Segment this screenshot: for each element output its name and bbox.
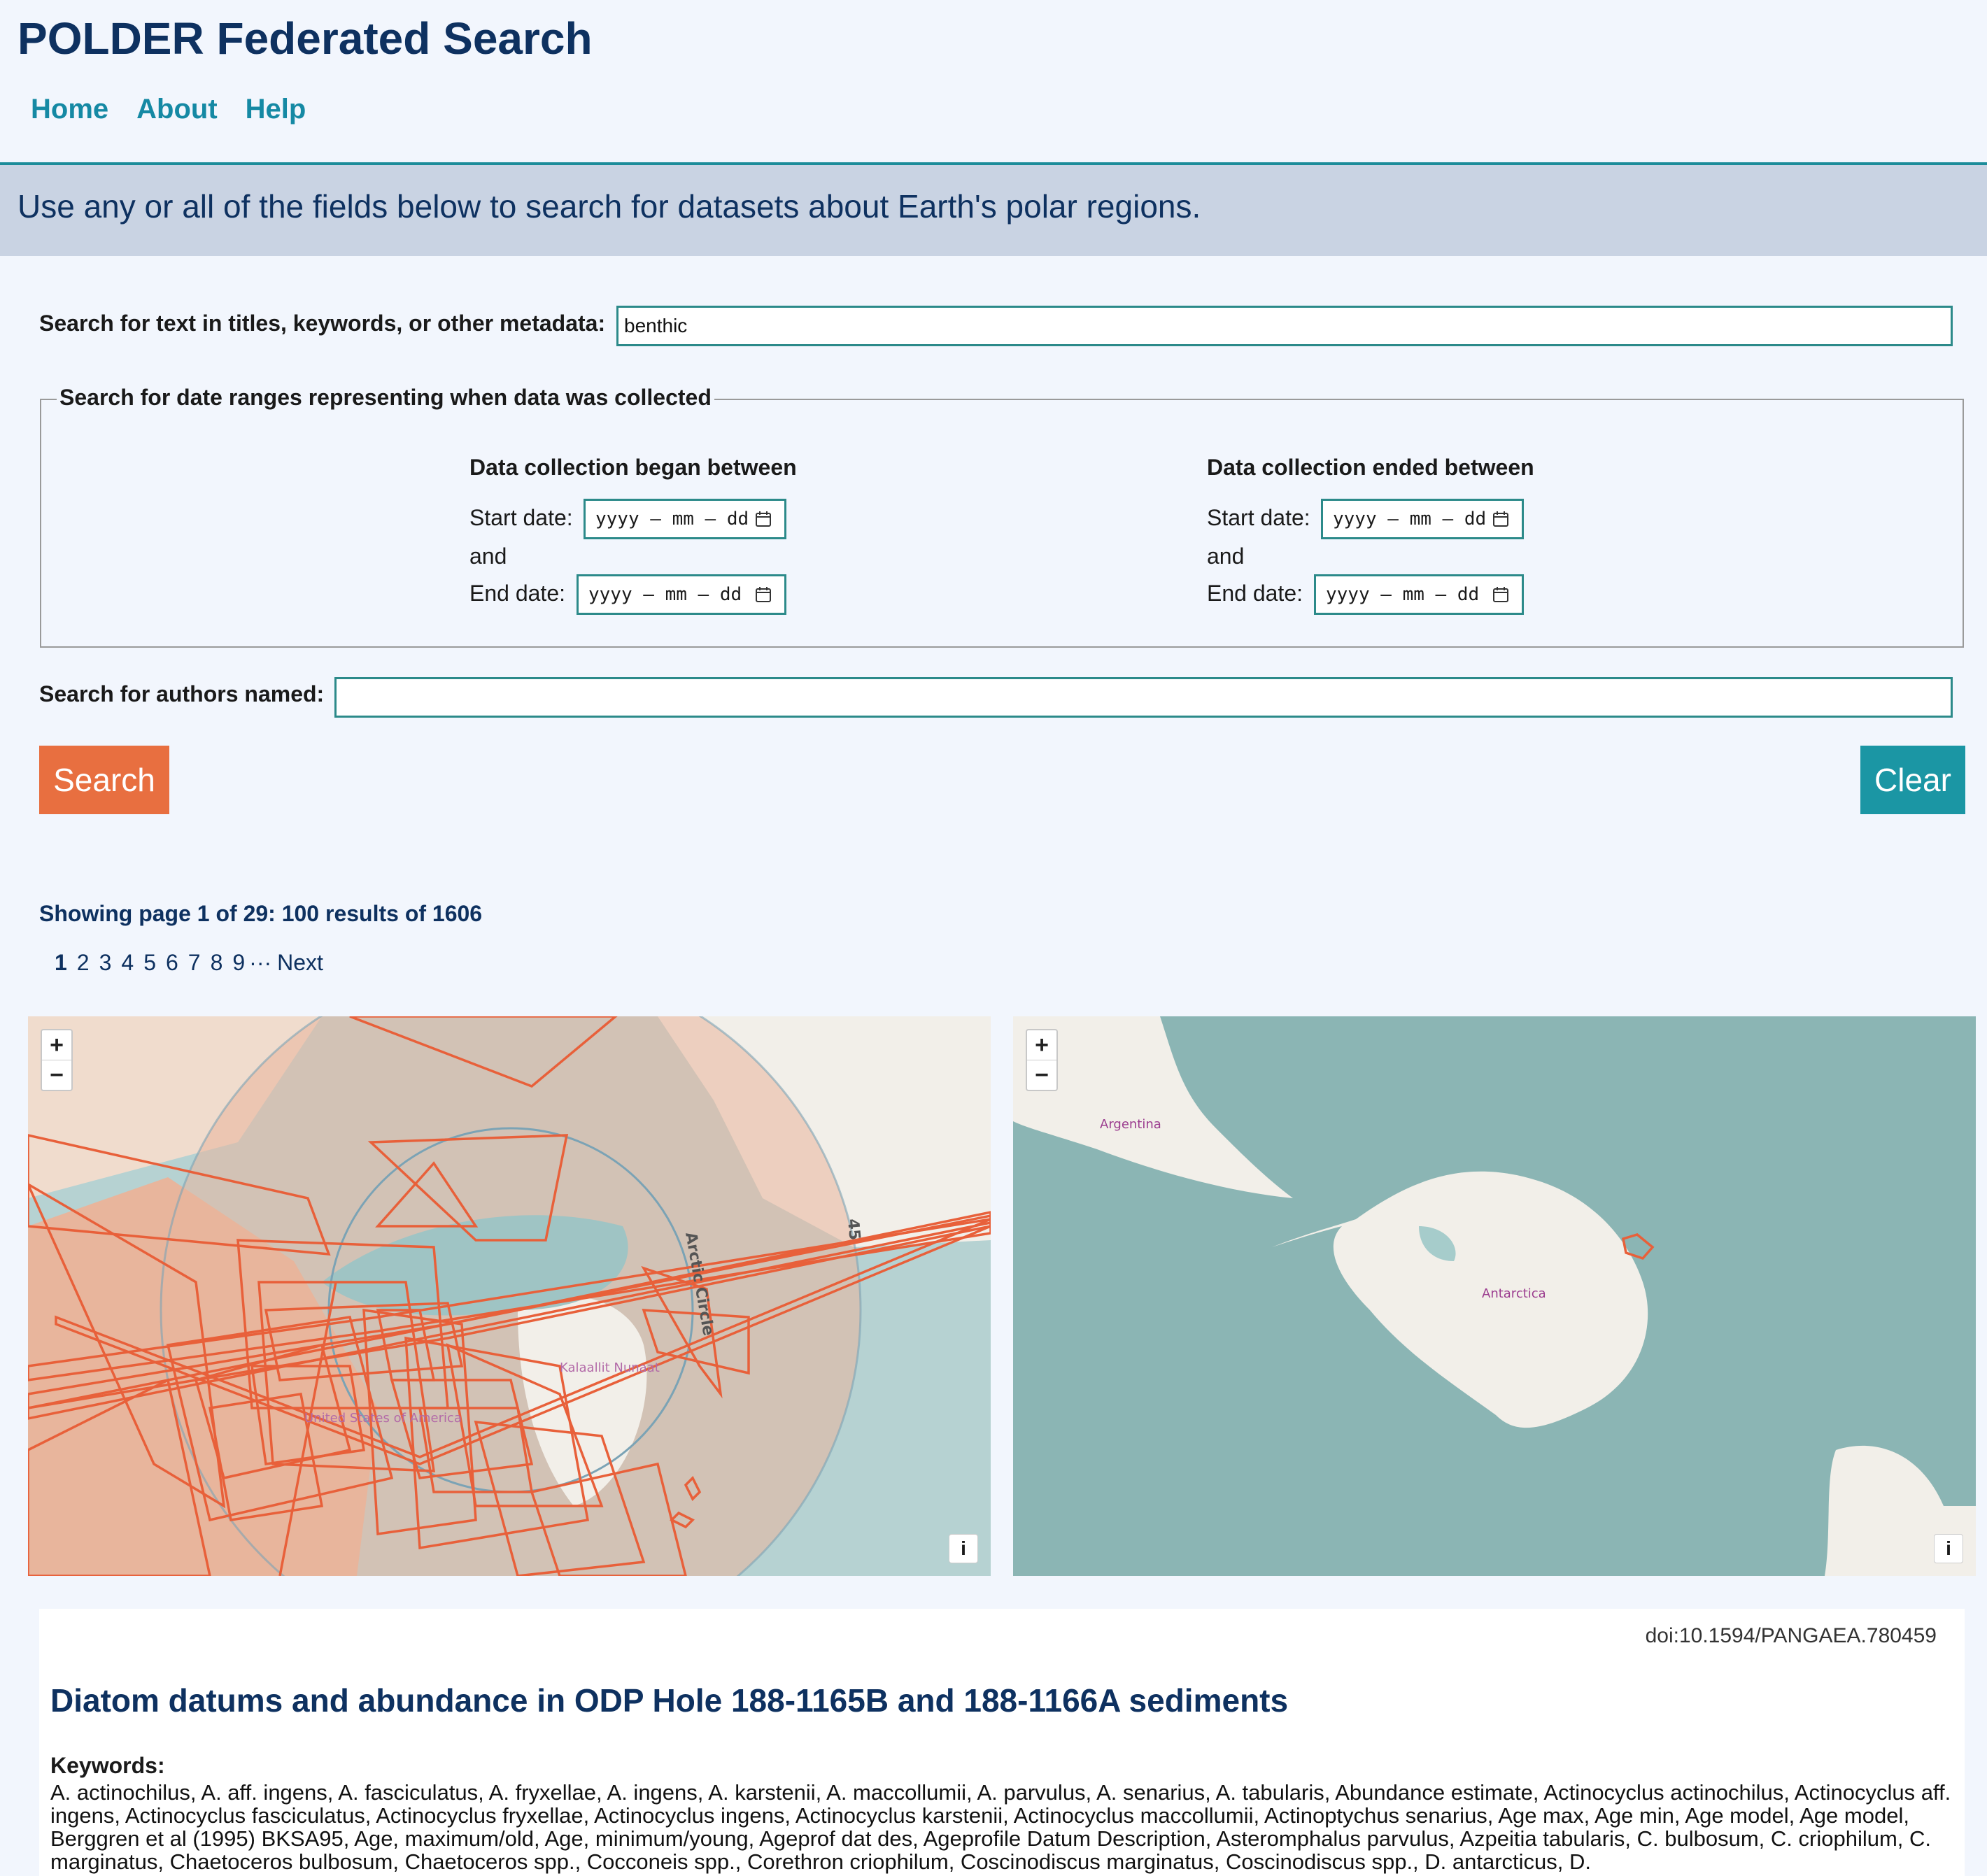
date-placeholder: yyyy – mm – dd bbox=[1326, 584, 1480, 605]
clear-button[interactable]: Clear bbox=[1860, 746, 1965, 814]
map-label-argentina: Argentina bbox=[1100, 1117, 1161, 1132]
pagination: 1 2 3 4 5 6 7 8 9 ··· Next bbox=[55, 950, 323, 976]
result-title[interactable]: Diatom datums and abundance in ODP Hole … bbox=[50, 1682, 1289, 1719]
calendar-icon[interactable] bbox=[755, 511, 772, 527]
dataset-extents[interactable] bbox=[28, 1016, 991, 1576]
ended-start-label: Start date: bbox=[1207, 505, 1310, 530]
page-link-5[interactable]: 5 bbox=[143, 950, 156, 975]
ended-end-label: End date: bbox=[1207, 581, 1303, 606]
page-next-link[interactable]: Next bbox=[277, 950, 323, 975]
antarctic-info-button[interactable]: i bbox=[1934, 1534, 1963, 1563]
nav-about[interactable]: About bbox=[136, 94, 218, 125]
antarctic-map-canvas[interactable]: Argentina Antarctica bbox=[1013, 1016, 1976, 1576]
page-ellipsis: ··· bbox=[249, 950, 272, 975]
text-search-input[interactable] bbox=[616, 306, 1953, 346]
latitude-45-line bbox=[160, 1016, 862, 1576]
page-link-7[interactable]: 7 bbox=[188, 950, 201, 975]
results-summary: Showing page 1 of 29: 100 results of 160… bbox=[39, 901, 483, 926]
date-placeholder: yyyy – mm – dd bbox=[588, 584, 742, 605]
result-card: doi:10.1594/PANGAEA.780459 Diatom datums… bbox=[39, 1609, 1965, 1876]
authors-label: Search for authors named: bbox=[39, 681, 325, 706]
page-link-3[interactable]: 3 bbox=[99, 950, 112, 975]
arctic-zoom-out-button[interactable]: − bbox=[42, 1060, 71, 1090]
date-range-legend: Search for date ranges representing when… bbox=[57, 385, 714, 411]
calendar-icon[interactable] bbox=[1492, 511, 1509, 527]
date-range-fieldset bbox=[40, 399, 1964, 648]
land-north-america bbox=[28, 1177, 378, 1576]
calendar-icon[interactable] bbox=[1492, 586, 1509, 603]
search-button[interactable]: Search bbox=[39, 746, 169, 814]
antarctic-zoom-in-button[interactable]: + bbox=[1035, 1032, 1049, 1058]
date-placeholder: yyyy – mm – dd bbox=[595, 509, 749, 530]
nav-home[interactable]: Home bbox=[31, 94, 109, 125]
began-start-label: Start date: bbox=[469, 505, 573, 530]
dataset-extent-antarctic[interactable] bbox=[1621, 1233, 1655, 1260]
page-link-8[interactable]: 8 bbox=[210, 950, 223, 975]
main-nav: Home About Help bbox=[31, 94, 306, 125]
began-start-date-input[interactable]: yyyy – mm – dd bbox=[584, 499, 786, 539]
page-link-2[interactable]: 2 bbox=[76, 950, 90, 975]
arctic-info-button[interactable]: i bbox=[949, 1534, 978, 1563]
map-label-greenland: Kalaallit Nunaat bbox=[560, 1360, 660, 1375]
land-antarctica bbox=[1272, 1171, 1648, 1428]
calendar-icon[interactable] bbox=[755, 586, 772, 603]
site-title: POLDER Federated Search bbox=[17, 13, 593, 64]
nav-help[interactable]: Help bbox=[245, 94, 306, 125]
page-link-6[interactable]: 6 bbox=[165, 950, 178, 975]
ended-end-date-input[interactable]: yyyy – mm – dd bbox=[1314, 574, 1524, 615]
antarctic-zoom-control: + − bbox=[1026, 1029, 1058, 1091]
page-link-4[interactable]: 4 bbox=[121, 950, 134, 975]
ended-start-date-input[interactable]: yyyy – mm – dd bbox=[1321, 499, 1524, 539]
began-end-date-input[interactable]: yyyy – mm – dd bbox=[577, 574, 786, 615]
land-south-america bbox=[1013, 1016, 1293, 1198]
ended-and-label: and bbox=[1207, 543, 1245, 569]
page-link-1[interactable]: 1 bbox=[55, 950, 67, 975]
arctic-map[interactable]: Arctic Circle 45 Kalaallit Nunaat United… bbox=[28, 1016, 991, 1576]
keywords-text: A. actinochilus, A. aff. ingens, A. fasc… bbox=[50, 1780, 1951, 1874]
antarctic-map[interactable]: Argentina Antarctica + − i bbox=[1013, 1016, 1976, 1576]
arctic-map-canvas[interactable]: Arctic Circle 45 Kalaallit Nunaat United… bbox=[28, 1016, 991, 1576]
began-end-label: End date: bbox=[469, 581, 565, 606]
land-greenland bbox=[518, 1295, 647, 1506]
arctic-zoom-control: + − bbox=[41, 1029, 73, 1091]
antarctic-zoom-out-button[interactable]: − bbox=[1027, 1060, 1056, 1090]
map-label-usa: United States of America bbox=[304, 1411, 462, 1426]
began-and-label: and bbox=[469, 543, 507, 569]
text-search-label: Search for text in titles, keywords, or … bbox=[39, 311, 606, 336]
keywords-label: Keywords: bbox=[50, 1753, 165, 1778]
intro-banner: Use any or all of the fields below to se… bbox=[0, 165, 1987, 256]
result-doi[interactable]: doi:10.1594/PANGAEA.780459 bbox=[1645, 1624, 1937, 1647]
authors-input[interactable] bbox=[334, 677, 1953, 718]
arctic-zoom-in-button[interactable]: + bbox=[50, 1032, 64, 1058]
date-placeholder: yyyy – mm – dd bbox=[1333, 509, 1487, 530]
map-label-45: 45 bbox=[844, 1218, 863, 1241]
ended-title: Data collection ended between bbox=[1207, 455, 1534, 480]
began-title: Data collection began between bbox=[469, 455, 797, 480]
ice-shelf bbox=[1419, 1226, 1456, 1261]
site-header: POLDER Federated Search Home About Help bbox=[0, 0, 1987, 165]
intro-text: Use any or all of the fields below to se… bbox=[17, 188, 1201, 225]
map-label-antarctica: Antarctica bbox=[1482, 1286, 1546, 1301]
page-link-9[interactable]: 9 bbox=[232, 950, 246, 975]
